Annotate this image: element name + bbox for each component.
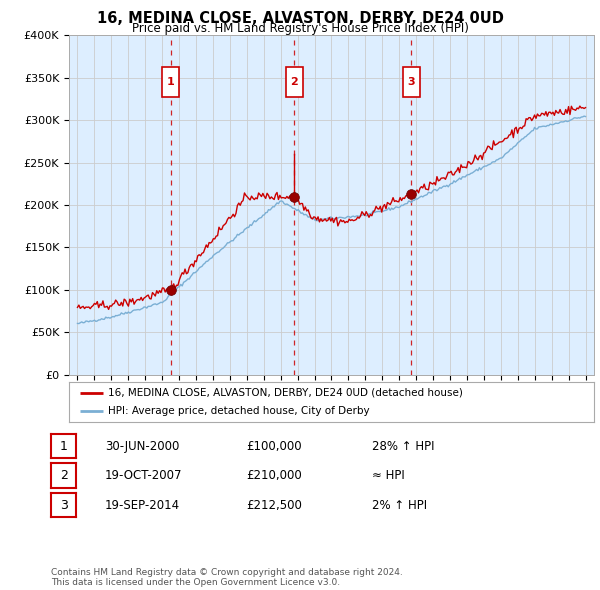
Text: 28% ↑ HPI: 28% ↑ HPI [372, 440, 434, 453]
FancyBboxPatch shape [162, 67, 179, 97]
FancyBboxPatch shape [286, 67, 303, 97]
Text: Price paid vs. HM Land Registry's House Price Index (HPI): Price paid vs. HM Land Registry's House … [131, 22, 469, 35]
Text: 19-SEP-2014: 19-SEP-2014 [105, 499, 180, 512]
Text: 2% ↑ HPI: 2% ↑ HPI [372, 499, 427, 512]
FancyBboxPatch shape [403, 67, 420, 97]
Text: £210,000: £210,000 [246, 469, 302, 482]
Text: £100,000: £100,000 [246, 440, 302, 453]
Text: Contains HM Land Registry data © Crown copyright and database right 2024.
This d: Contains HM Land Registry data © Crown c… [51, 568, 403, 587]
Text: 3: 3 [59, 499, 68, 512]
Text: 16, MEDINA CLOSE, ALVASTON, DERBY, DE24 0UD: 16, MEDINA CLOSE, ALVASTON, DERBY, DE24 … [97, 11, 503, 25]
Text: £212,500: £212,500 [246, 499, 302, 512]
Text: 30-JUN-2000: 30-JUN-2000 [105, 440, 179, 453]
Text: 2: 2 [290, 77, 298, 87]
Text: 2: 2 [59, 469, 68, 482]
Text: HPI: Average price, detached house, City of Derby: HPI: Average price, detached house, City… [109, 406, 370, 416]
Text: ≈ HPI: ≈ HPI [372, 469, 405, 482]
Text: 16, MEDINA CLOSE, ALVASTON, DERBY, DE24 0UD (detached house): 16, MEDINA CLOSE, ALVASTON, DERBY, DE24 … [109, 388, 463, 398]
Text: 3: 3 [407, 77, 415, 87]
Text: 1: 1 [167, 77, 175, 87]
Text: 1: 1 [59, 440, 68, 453]
Text: 19-OCT-2007: 19-OCT-2007 [105, 469, 182, 482]
